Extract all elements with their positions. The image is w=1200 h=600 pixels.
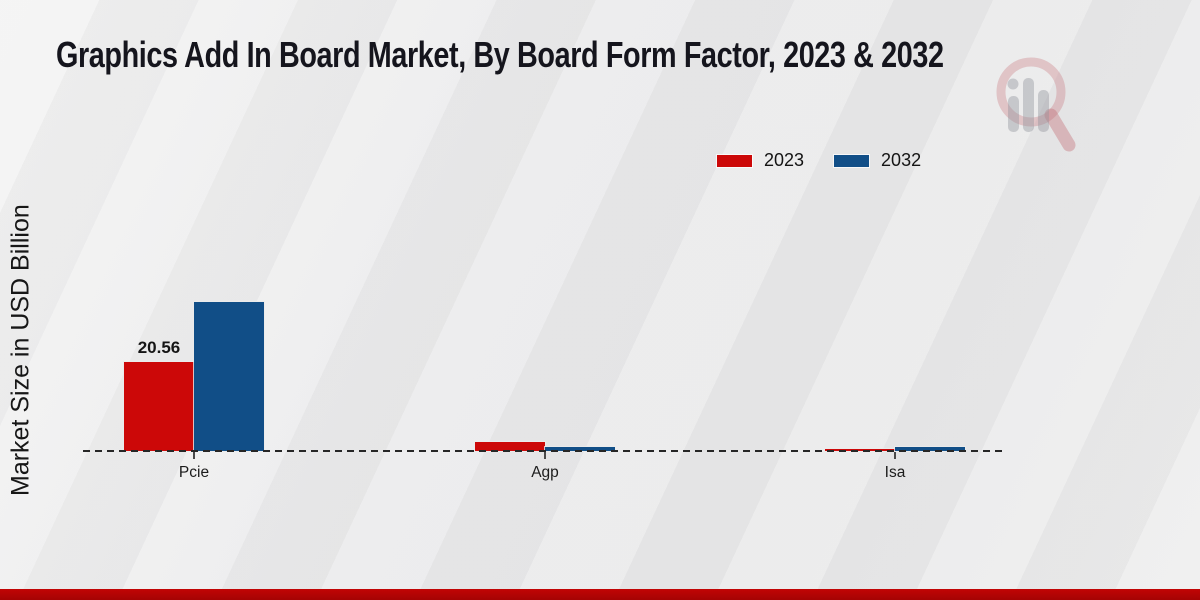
bar-value-label-pcie-2023: 20.56 <box>137 338 181 357</box>
legend-swatch-2023 <box>717 154 752 167</box>
bar-pcie-2023 <box>124 362 194 451</box>
legend-label-2023: 2023 <box>764 150 805 170</box>
bar-agp-2032 <box>545 447 615 451</box>
y-axis-title: Market Size in USD Billion <box>6 204 35 497</box>
footer-accent-bar <box>0 589 1200 600</box>
x-tick-agp <box>544 452 546 459</box>
plot-area: 20.56 Pcie Agp Isa <box>83 240 1007 481</box>
x-tick-pcie <box>193 452 195 459</box>
bar-agp-2023 <box>475 442 545 451</box>
legend-item-2032: 2032 <box>834 150 921 171</box>
legend-swatch-2032 <box>834 154 870 167</box>
legend-item-2023: 2023 <box>717 150 804 171</box>
x-tick-label-agp: Agp <box>531 464 559 481</box>
chart-title: Graphics Add In Board Market, By Board F… <box>56 34 944 75</box>
legend: 2023 2032 <box>717 150 921 171</box>
x-tick-isa <box>894 452 896 459</box>
x-axis-dashed-baseline <box>83 450 1007 452</box>
brand-watermark-magnifier-icon <box>996 57 1076 152</box>
legend-label-2032: 2032 <box>881 150 922 170</box>
x-tick-label-pcie: Pcie <box>178 464 210 481</box>
bar-pcie-2032 <box>194 302 264 451</box>
x-tick-label-isa: Isa <box>884 464 906 481</box>
bar-isa-2032 <box>895 447 965 451</box>
